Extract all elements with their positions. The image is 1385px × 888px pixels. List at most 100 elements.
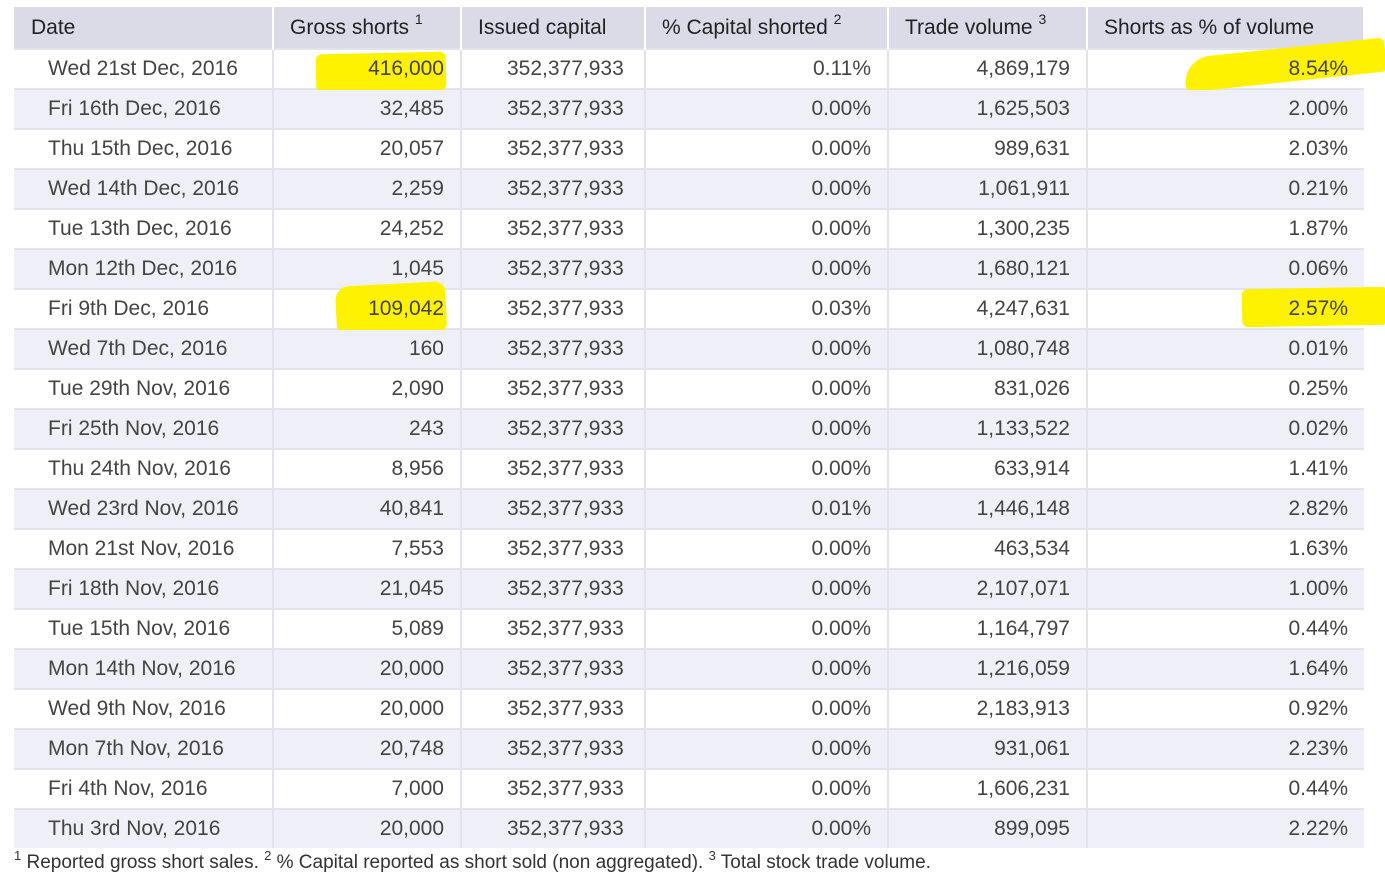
trade-volume-cell: 4,247,631: [888, 288, 1088, 329]
cell-value: 2,183,913: [976, 697, 1070, 720]
issued-capital-cell: 352,377,933: [461, 288, 646, 329]
issued-capital-cell: 352,377,933: [461, 728, 646, 769]
date-cell: Wed 9th Nov, 2016: [14, 688, 274, 729]
cell-value: 5,089: [391, 617, 444, 640]
footnote-marker: 3: [1038, 10, 1047, 27]
shorts-pct-volume-cell: 0.92%: [1087, 688, 1364, 729]
cell-value: 352,377,933: [507, 337, 624, 360]
cell-value: 0.00%: [811, 377, 871, 400]
shorts-pct-volume-cell: 2.03%: [1087, 128, 1364, 169]
capital-shorted-cell: 0.00%: [645, 648, 889, 689]
cell-value: 2.03%: [1288, 137, 1348, 160]
cell-value: 352,377,933: [507, 297, 624, 320]
column-header-issued-capital[interactable]: Issued capital: [461, 7, 646, 49]
capital-shorted-cell: 0.01%: [645, 488, 889, 529]
date-cell: Wed 14th Dec, 2016: [14, 168, 274, 209]
capital-shorted-cell: 0.00%: [645, 168, 889, 209]
cell-value: 21,045: [379, 577, 444, 600]
cell-value: 7,553: [391, 537, 444, 560]
gross-shorts-cell: 8,956: [273, 448, 462, 489]
table-row: Tue 29th Nov, 2016 2,090 352,377,933 0.00% 8…: [14, 368, 1364, 409]
cell-value: 0.00%: [811, 457, 871, 480]
cell-value: 899,095: [994, 817, 1070, 840]
cell-value: 352,377,933: [507, 657, 624, 680]
footnote-text: Total stock trade volume.: [715, 852, 931, 873]
trade-volume-cell: 931,061: [888, 728, 1088, 769]
capital-shorted-cell: 0.00%: [645, 208, 889, 249]
date-cell: Tue 29th Nov, 2016: [14, 368, 274, 409]
cell-value: Thu 3rd Nov, 2016: [48, 817, 221, 840]
cell-value: Tue 29th Nov, 2016: [48, 377, 231, 400]
cell-value: 8,956: [391, 457, 444, 480]
capital-shorted-cell: 0.00%: [645, 808, 889, 848]
cell-value: 20,057: [379, 137, 444, 160]
capital-shorted-cell: 0.00%: [645, 688, 889, 729]
date-cell: Mon 12th Dec, 2016: [14, 248, 274, 289]
cell-value: 352,377,933: [507, 177, 624, 200]
gross-shorts-cell: 7,553: [273, 528, 462, 569]
table-row: Fri 4th Nov, 2016 7,000 352,377,933 0.00% 1,…: [14, 768, 1364, 809]
cell-value: 352,377,933: [507, 537, 624, 560]
shorts-pct-volume-cell: 1.41%: [1087, 448, 1364, 489]
column-header-shorts-pct-volume[interactable]: Shorts as % of volume: [1087, 7, 1365, 49]
cell-value: 0.00%: [811, 217, 871, 240]
cell-value: 463,534: [994, 537, 1070, 560]
column-header-label: Date: [31, 15, 76, 39]
cell-value: Thu 15th Dec, 2016: [48, 137, 233, 160]
table-row: Thu 15th Dec, 2016 20,057 352,377,933 0.00%…: [14, 128, 1364, 169]
cell-value: 2,107,071: [976, 577, 1070, 600]
gross-shorts-cell: 20,000: [273, 648, 462, 689]
trade-volume-cell: 831,026: [888, 368, 1088, 409]
cell-value: Mon 12th Dec, 2016: [48, 257, 238, 280]
cell-value: Wed 9th Nov, 2016: [48, 697, 226, 720]
issued-capital-cell: 352,377,933: [461, 328, 646, 369]
gross-shorts-cell: 24,252: [273, 208, 462, 249]
capital-shorted-cell: 0.00%: [645, 568, 889, 609]
issued-capital-cell: 352,377,933: [461, 408, 646, 449]
cell-value: 20,748: [379, 737, 444, 760]
cell-value: 1,061,911: [978, 177, 1070, 200]
cell-value: 2.22%: [1288, 817, 1348, 840]
column-header-capital-shorted[interactable]: % Capital shorted 2: [645, 7, 889, 49]
table-row: Wed 21st Dec, 2016 416,000 352,377,933 0.11…: [14, 37, 1385, 94]
cell-value: 0.00%: [811, 257, 871, 280]
column-header-trade-volume[interactable]: Trade volume 3: [888, 7, 1088, 49]
trade-volume-cell: 1,625,503: [888, 88, 1088, 129]
cell-value: 0.01%: [811, 497, 871, 520]
capital-shorted-cell: 0.00%: [645, 728, 889, 769]
footnote-number: 2: [264, 848, 272, 863]
trade-volume-cell: 1,606,231: [888, 768, 1088, 809]
cell-value: 2.82%: [1288, 497, 1348, 520]
capital-shorted-cell: 0.00%: [645, 408, 889, 449]
table-row: Thu 3rd Nov, 2016 20,000 352,377,933 0.00% 8…: [14, 808, 1364, 848]
cell-value: 1,216,059: [976, 657, 1070, 680]
cell-value: 1.87%: [1288, 217, 1348, 240]
gross-shorts-cell: 21,045: [273, 568, 462, 609]
capital-shorted-cell: 0.00%: [645, 528, 889, 569]
short-sales-table: Date Gross shorts 1 Issued capital % Capita…: [14, 7, 1385, 848]
cell-value: Tue 13th Dec, 2016: [48, 217, 232, 240]
issued-capital-cell: 352,377,933: [461, 808, 646, 848]
cell-value: 1.64%: [1288, 657, 1348, 680]
trade-volume-cell: 2,107,071: [888, 568, 1088, 609]
gross-shorts-cell: 109,042: [273, 281, 462, 337]
column-header-label: % Capital shorted: [662, 15, 828, 39]
cell-value: 633,914: [994, 457, 1070, 480]
gross-shorts-cell: 20,057: [273, 128, 462, 169]
cell-value: Fri 9th Dec, 2016: [48, 297, 210, 320]
cell-value: 352,377,933: [507, 457, 624, 480]
cell-value: 0.00%: [811, 577, 871, 600]
cell-value: 352,377,933: [507, 817, 624, 840]
column-header-gross-shorts[interactable]: Gross shorts 1: [273, 7, 462, 49]
cell-value: 352,377,933: [507, 737, 624, 760]
cell-value: 416,000: [368, 57, 444, 80]
date-cell: Fri 4th Nov, 2016: [14, 768, 274, 809]
column-header-date[interactable]: Date: [14, 7, 274, 49]
shorts-pct-volume-cell: 2.00%: [1087, 88, 1364, 129]
cell-value: 4,247,631: [976, 297, 1070, 320]
capital-shorted-cell: 0.11%: [645, 48, 889, 89]
trade-volume-cell: 463,534: [888, 528, 1088, 569]
cell-value: Wed 14th Dec, 2016: [48, 177, 240, 200]
column-header-label: Issued capital: [478, 15, 607, 39]
date-cell: Wed 7th Dec, 2016: [14, 328, 274, 369]
